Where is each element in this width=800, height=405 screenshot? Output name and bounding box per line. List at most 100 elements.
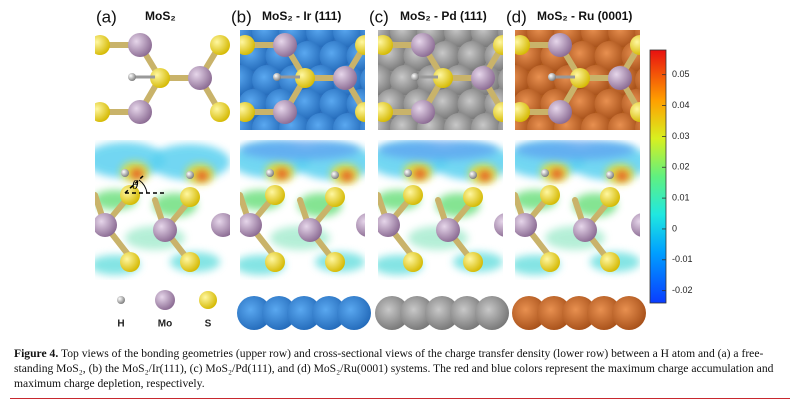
atom bbox=[287, 296, 321, 330]
atom bbox=[266, 169, 274, 177]
atom bbox=[494, 213, 503, 237]
cross-section bbox=[378, 140, 503, 280]
atom bbox=[600, 252, 620, 272]
atom bbox=[515, 102, 530, 122]
atom bbox=[433, 68, 453, 88]
density-blob bbox=[276, 169, 288, 179]
cross-section bbox=[240, 140, 365, 280]
caption-text: Top views of the bonding geometries (upp… bbox=[14, 347, 774, 390]
atom bbox=[325, 187, 345, 207]
density-blob bbox=[341, 171, 353, 181]
atom bbox=[469, 171, 477, 179]
atom bbox=[117, 296, 125, 304]
colorbar-tick-label: 0.03 bbox=[672, 131, 690, 141]
colorbar: 0.05 0.04 0.03 0.02 0.01 0 -0.01 -0.02 bbox=[649, 49, 693, 304]
top-view bbox=[515, 30, 640, 130]
atom bbox=[548, 100, 572, 124]
atom bbox=[411, 100, 435, 124]
cross-section bbox=[95, 140, 230, 280]
angle-label: θ bbox=[132, 177, 139, 192]
atom bbox=[298, 218, 322, 242]
panel-label: (d) bbox=[506, 7, 527, 26]
atom bbox=[436, 218, 460, 242]
atom bbox=[252, 65, 282, 95]
legend-label: S bbox=[205, 319, 212, 330]
atom bbox=[540, 252, 560, 272]
atom bbox=[262, 296, 296, 330]
atom bbox=[400, 296, 434, 330]
atom bbox=[537, 296, 571, 330]
density-blob bbox=[378, 140, 498, 160]
atom bbox=[188, 66, 212, 90]
cross-section bbox=[515, 140, 640, 280]
atom bbox=[378, 65, 393, 95]
colorbar-tick-label: -0.02 bbox=[672, 285, 693, 295]
atom bbox=[404, 169, 412, 177]
atom bbox=[355, 35, 365, 55]
colorbar-tick-label: 0.05 bbox=[672, 69, 690, 79]
atom bbox=[635, 68, 640, 92]
atom bbox=[594, 89, 625, 119]
atom bbox=[378, 35, 393, 55]
density-blob bbox=[131, 169, 143, 179]
atom bbox=[273, 73, 281, 81]
atom bbox=[471, 113, 501, 130]
atom bbox=[527, 65, 557, 95]
atom bbox=[95, 35, 110, 55]
artwork bbox=[95, 30, 646, 330]
atom bbox=[355, 102, 365, 122]
atom bbox=[541, 169, 549, 177]
atom bbox=[378, 102, 393, 122]
colorbar-tick-label: 0.01 bbox=[672, 192, 690, 202]
density-blob bbox=[196, 171, 208, 181]
atom bbox=[587, 296, 621, 330]
atom bbox=[120, 185, 140, 205]
top-view bbox=[240, 30, 365, 130]
atom bbox=[463, 252, 483, 272]
density-blob bbox=[414, 169, 426, 179]
labels: (a) MoS₂ (b) MoS₂ - Ir (111) (c) MoS₂ - … bbox=[96, 7, 632, 329]
atom bbox=[333, 113, 363, 130]
atom bbox=[403, 252, 423, 272]
atom bbox=[475, 296, 509, 330]
atom bbox=[319, 89, 350, 119]
atom bbox=[606, 171, 614, 179]
colorbar-tick-label: 0.04 bbox=[672, 100, 690, 110]
atom bbox=[356, 213, 365, 237]
atom bbox=[608, 66, 632, 90]
atom bbox=[292, 89, 323, 119]
atom bbox=[273, 33, 297, 57]
atom bbox=[240, 213, 262, 237]
atom bbox=[631, 213, 640, 237]
atom bbox=[312, 296, 346, 330]
panel-title: MoS₂ - Ru (0001) bbox=[537, 9, 632, 23]
atom bbox=[121, 169, 129, 177]
atom bbox=[430, 89, 461, 119]
atom bbox=[265, 252, 285, 272]
atom bbox=[450, 296, 484, 330]
angle-arc bbox=[138, 179, 148, 194]
atom bbox=[295, 68, 315, 88]
atom bbox=[210, 102, 230, 122]
atom bbox=[292, 41, 323, 71]
atom bbox=[155, 290, 175, 310]
atom bbox=[378, 213, 400, 237]
atom bbox=[150, 68, 170, 88]
atom bbox=[515, 65, 530, 95]
atom bbox=[411, 73, 419, 81]
atom bbox=[95, 213, 117, 237]
atom bbox=[211, 213, 230, 237]
atom bbox=[240, 35, 255, 55]
atom bbox=[567, 89, 598, 119]
atom bbox=[186, 171, 194, 179]
atom bbox=[630, 35, 640, 55]
substrate-row bbox=[512, 296, 646, 330]
atom bbox=[210, 35, 230, 55]
atom bbox=[180, 187, 200, 207]
colorbar-tick-label: -0.01 bbox=[672, 254, 693, 264]
atom bbox=[594, 41, 625, 71]
legend-label: H bbox=[117, 319, 124, 330]
atom bbox=[199, 291, 217, 309]
atom bbox=[240, 102, 255, 122]
atom bbox=[573, 218, 597, 242]
